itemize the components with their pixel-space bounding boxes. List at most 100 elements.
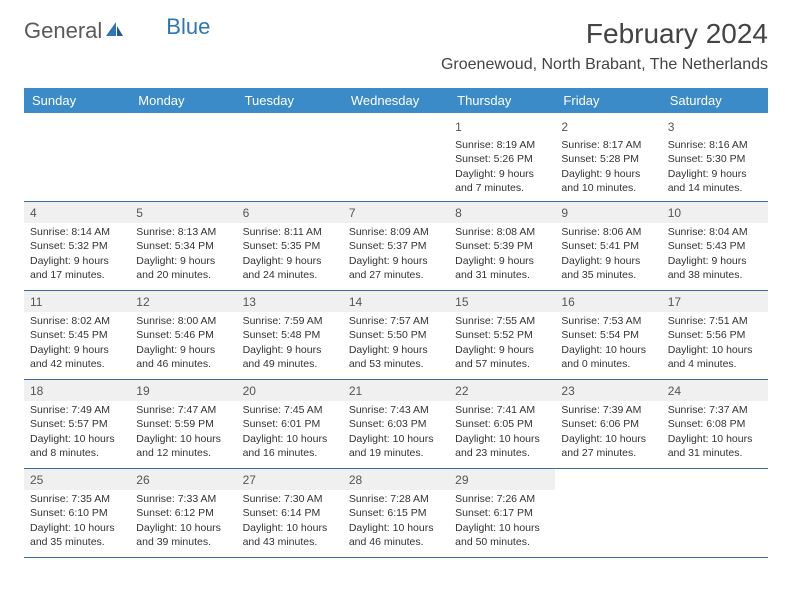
location: Groenewoud, North Brabant, The Netherlan… [441,56,768,74]
day-cell: 6Sunrise: 8:11 AMSunset: 5:35 PMDaylight… [237,202,343,290]
day-number: 17 [662,291,768,312]
header: General Blue February 2024 Groenewoud, N… [24,18,768,84]
day-cell-empty [662,469,768,557]
day-cell: 20Sunrise: 7:45 AMSunset: 6:01 PMDayligh… [237,380,343,468]
daylight-text: Daylight: 10 hours and 23 minutes. [455,432,549,460]
sunrise-text: Sunrise: 7:28 AM [349,492,443,506]
sunrise-text: Sunrise: 8:00 AM [136,314,230,328]
day-cell: 15Sunrise: 7:55 AMSunset: 5:52 PMDayligh… [449,291,555,379]
daylight-text: Daylight: 9 hours and 20 minutes. [136,254,230,282]
sunset-text: Sunset: 6:12 PM [136,506,230,520]
day-number: 18 [24,380,130,401]
day-number: 15 [449,291,555,312]
daylight-text: Daylight: 10 hours and 0 minutes. [561,343,655,371]
sunrise-text: Sunrise: 7:43 AM [349,403,443,417]
day-cell: 1 Sunrise: 8:19 AMSunset: 5:26 PMDaylight… [449,113,555,201]
sunset-text: Sunset: 6:06 PM [561,417,655,431]
sunset-text: Sunset: 6:17 PM [455,506,549,520]
sunrise-text: Sunrise: 8:16 AM [668,138,762,152]
day-number: 11 [24,291,130,312]
logo-text-blue: Blue [166,14,210,40]
sunset-text: Sunset: 6:10 PM [30,506,124,520]
sunset-text: Sunset: 6:01 PM [243,417,337,431]
calendar: Sunday Monday Tuesday Wednesday Thursday… [24,88,768,558]
sunrise-text: Sunrise: 7:30 AM [243,492,337,506]
day-number: 6 [237,202,343,223]
day-cell-empty [343,113,449,201]
day-cell-empty [237,113,343,201]
sunset-text: Sunset: 5:57 PM [30,417,124,431]
day-cell: 25Sunrise: 7:35 AMSunset: 6:10 PMDayligh… [24,469,130,557]
sunrise-text: Sunrise: 7:37 AM [668,403,762,417]
sunrise-text: Sunrise: 7:55 AM [455,314,549,328]
daylight-text: Daylight: 9 hours and 27 minutes. [349,254,443,282]
daylight-text: Daylight: 10 hours and 27 minutes. [561,432,655,460]
sunrise-text: Sunrise: 8:08 AM [455,225,549,239]
sunrise-text: Sunrise: 7:26 AM [455,492,549,506]
daylight-text: Daylight: 10 hours and 16 minutes. [243,432,337,460]
calendar-body: 1Sunrise: 8:19 AMSunset: 5:26 PMDaylight… [24,113,768,558]
day-cell: 14Sunrise: 7:57 AMSunset: 5:50 PMDayligh… [343,291,449,379]
daylight-text: Daylight: 10 hours and 43 minutes. [243,521,337,549]
daylight-text: Daylight: 10 hours and 4 minutes. [668,343,762,371]
daylight-text: Daylight: 9 hours and 35 minutes. [561,254,655,282]
day-number: 12 [130,291,236,312]
day-number: 26 [130,469,236,490]
sunrise-text: Sunrise: 7:45 AM [243,403,337,417]
day-number: 1 [455,117,549,136]
day-cell: 9Sunrise: 8:06 AMSunset: 5:41 PMDaylight… [555,202,661,290]
day-cell: 8Sunrise: 8:08 AMSunset: 5:39 PMDaylight… [449,202,555,290]
weekday-saturday: Saturday [662,88,768,113]
sunset-text: Sunset: 5:26 PM [455,152,549,166]
daylight-text: Daylight: 10 hours and 39 minutes. [136,521,230,549]
sunset-text: Sunset: 6:03 PM [349,417,443,431]
sunset-text: Sunset: 5:41 PM [561,239,655,253]
day-cell: 12 Sunrise: 8:00 AMSunset: 5:46 PMDayligh… [130,291,236,379]
day-number: 22 [449,380,555,401]
sunrise-text: Sunrise: 7:59 AM [243,314,337,328]
weekday-friday: Friday [555,88,661,113]
daylight-text: Daylight: 9 hours and 10 minutes. [561,167,655,195]
sunrise-text: Sunrise: 8:19 AM [455,138,549,152]
day-cell: 22Sunrise: 7:41 AMSunset: 6:05 PMDayligh… [449,380,555,468]
day-cell: 19Sunrise: 7:47 AMSunset: 5:59 PMDayligh… [130,380,236,468]
weekday-monday: Monday [130,88,236,113]
day-number: 27 [237,469,343,490]
day-cell-empty [24,113,130,201]
day-number: 23 [555,380,661,401]
daylight-text: Daylight: 9 hours and 31 minutes. [455,254,549,282]
sunrise-text: Sunrise: 8:02 AM [30,314,124,328]
day-cell: 7Sunrise: 8:09 AMSunset: 5:37 PMDaylight… [343,202,449,290]
sunset-text: Sunset: 5:56 PM [668,328,762,342]
logo: General Blue [24,18,210,44]
logo-sail-icon [104,20,124,43]
daylight-text: Daylight: 9 hours and 42 minutes. [30,343,124,371]
sunset-text: Sunset: 5:46 PM [136,328,230,342]
day-number: 21 [343,380,449,401]
daylight-text: Daylight: 9 hours and 49 minutes. [243,343,337,371]
day-cell: 5Sunrise: 8:13 AMSunset: 5:34 PMDaylight… [130,202,236,290]
sunset-text: Sunset: 5:50 PM [349,328,443,342]
daylight-text: Daylight: 9 hours and 7 minutes. [455,167,549,195]
day-number: 13 [237,291,343,312]
daylight-text: Daylight: 10 hours and 50 minutes. [455,521,549,549]
day-cell: 4Sunrise: 8:14 AMSunset: 5:32 PMDaylight… [24,202,130,290]
day-cell-empty [555,469,661,557]
daylight-text: Daylight: 10 hours and 46 minutes. [349,521,443,549]
sunset-text: Sunset: 5:37 PM [349,239,443,253]
sunset-text: Sunset: 6:05 PM [455,417,549,431]
day-number: 4 [24,202,130,223]
logo-text-general: General [24,18,102,44]
month-title: February 2024 [441,18,768,50]
sunset-text: Sunset: 5:45 PM [30,328,124,342]
day-cell: 10Sunrise: 8:04 AMSunset: 5:43 PMDayligh… [662,202,768,290]
sunset-text: Sunset: 5:54 PM [561,328,655,342]
calendar-week: 25Sunrise: 7:35 AMSunset: 6:10 PMDayligh… [24,469,768,558]
sunrise-text: Sunrise: 8:04 AM [668,225,762,239]
sunrise-text: Sunrise: 7:51 AM [668,314,762,328]
calendar-week: 18Sunrise: 7:49 AMSunset: 5:57 PMDayligh… [24,380,768,469]
daylight-text: Daylight: 9 hours and 46 minutes. [136,343,230,371]
daylight-text: Daylight: 9 hours and 14 minutes. [668,167,762,195]
daylight-text: Daylight: 9 hours and 57 minutes. [455,343,549,371]
sunset-text: Sunset: 5:30 PM [668,152,762,166]
